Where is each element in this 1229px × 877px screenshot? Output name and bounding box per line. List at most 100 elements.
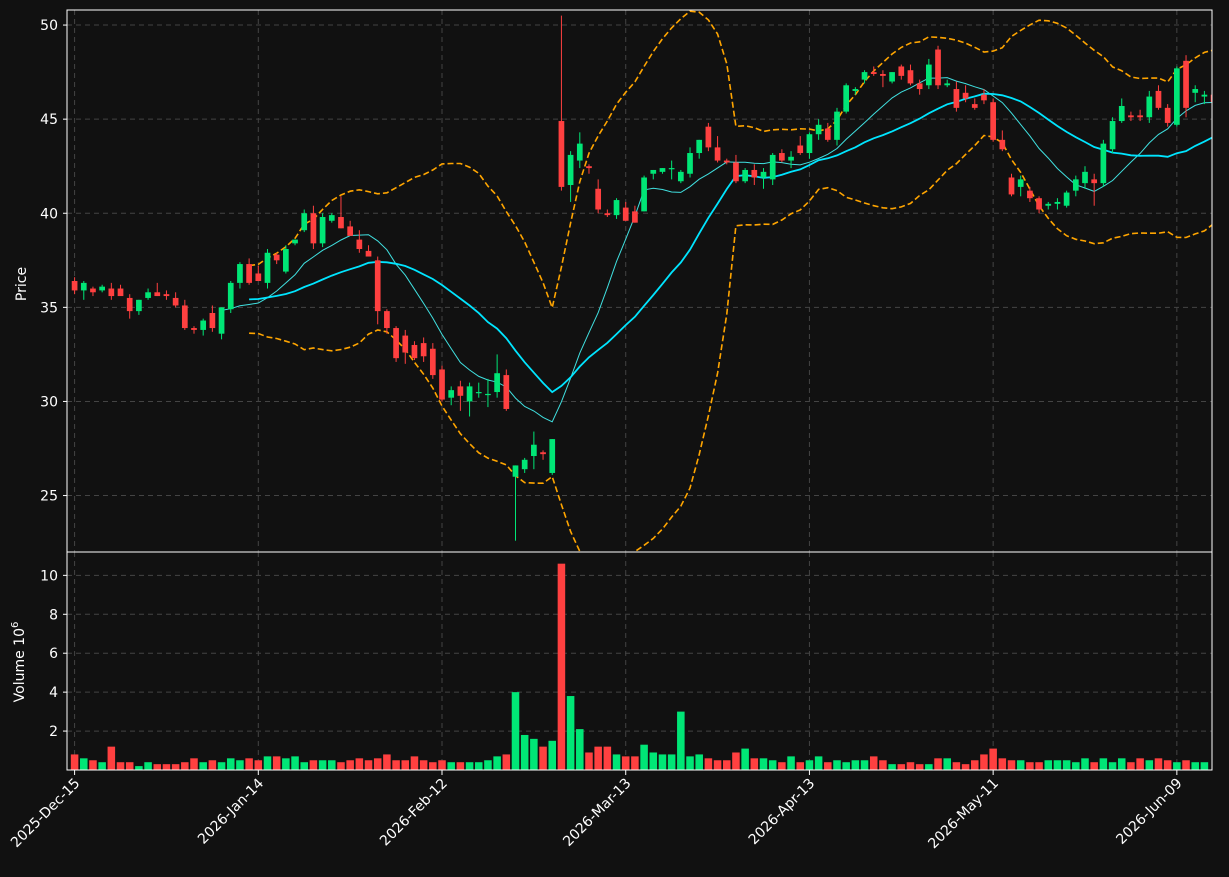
- candle-up: [1100, 143, 1107, 184]
- candle-down: [126, 297, 133, 312]
- candle-down: [191, 328, 197, 330]
- candle-up: [687, 153, 693, 174]
- volume-bar: [309, 760, 318, 770]
- candle-up: [494, 373, 500, 393]
- volume-bar: [282, 758, 290, 770]
- candle-down: [1210, 94, 1212, 103]
- volume-bar: [741, 748, 749, 770]
- volume-bar: [530, 738, 538, 770]
- candle-up: [319, 217, 326, 244]
- volume-bar: [961, 764, 970, 770]
- candle-up: [944, 83, 951, 86]
- volume-bar: [631, 756, 639, 770]
- volume-bar: [70, 754, 79, 770]
- volume-bar: [695, 754, 703, 770]
- volume-bars: [70, 563, 1209, 770]
- candle-down: [172, 297, 179, 306]
- candle-down: [723, 160, 730, 163]
- candle-down: [907, 70, 914, 84]
- volume-bar: [1016, 760, 1025, 770]
- lower-band-line: [249, 134, 1212, 552]
- volume-tick-label: 10: [40, 568, 58, 584]
- candle-up: [659, 168, 666, 172]
- candle-down: [154, 292, 161, 297]
- candle-down: [163, 294, 170, 297]
- candle-down: [898, 66, 905, 76]
- volume-bar: [879, 760, 887, 770]
- candle-down: [916, 83, 923, 90]
- volume-bar: [934, 758, 942, 770]
- candle-up: [448, 390, 455, 398]
- volume-bar: [805, 760, 814, 770]
- candle-down: [595, 188, 602, 210]
- candle-up: [283, 249, 289, 272]
- volume-bar: [824, 762, 832, 770]
- volume-bar: [190, 758, 198, 770]
- candle-up: [843, 85, 850, 112]
- volume-bar: [906, 762, 915, 770]
- volume-bar: [1191, 762, 1199, 770]
- volume-bar: [897, 764, 906, 770]
- volume-bar: [300, 762, 308, 770]
- price-tick-label: 50: [40, 18, 58, 34]
- volume-bar: [328, 760, 336, 770]
- candle-down: [402, 335, 409, 353]
- volume-bar: [621, 756, 630, 770]
- candle-up: [1082, 171, 1088, 184]
- volume-bar: [1173, 762, 1181, 770]
- price-axis-label: Price: [14, 267, 30, 301]
- candle-up: [889, 72, 895, 82]
- candle-up: [80, 282, 87, 291]
- candle-down: [632, 211, 638, 223]
- volume-bar: [998, 758, 1007, 770]
- volume-axis-exponent: 6: [10, 622, 21, 628]
- volume-bar: [869, 756, 878, 770]
- volume-bar: [318, 760, 327, 770]
- volume-bar: [1062, 760, 1071, 770]
- volume-bar: [410, 756, 419, 770]
- candle-down: [71, 281, 78, 291]
- volume-bar: [1200, 762, 1209, 770]
- volume-bar: [768, 760, 777, 770]
- volume-bar: [704, 758, 713, 770]
- volume-bar: [401, 760, 410, 770]
- candle-down: [1128, 115, 1134, 118]
- candle-up: [1146, 96, 1153, 118]
- volume-bar: [263, 756, 272, 770]
- volume-bar: [943, 758, 951, 770]
- volume-bar: [245, 758, 253, 770]
- candle-up: [531, 444, 537, 457]
- candle-up: [1109, 121, 1116, 150]
- candle-up: [292, 239, 298, 244]
- candle-up: [668, 168, 675, 170]
- candle-down: [117, 288, 124, 297]
- volume-bar: [566, 696, 575, 770]
- candle-up: [227, 282, 234, 310]
- volume-bar: [1154, 758, 1163, 770]
- volume-bar: [162, 764, 171, 770]
- candle-down: [797, 145, 804, 154]
- candle-down: [1008, 177, 1015, 195]
- volume-bar: [971, 760, 979, 770]
- candle-up: [1174, 68, 1180, 125]
- volume-bar: [814, 756, 823, 770]
- volume-bar: [1182, 760, 1190, 770]
- date-tick-label: 2025-Dec-15: [8, 776, 83, 851]
- volume-tick-label: 2: [49, 724, 58, 740]
- candle-up: [99, 286, 105, 291]
- candle-down: [824, 128, 831, 140]
- candle-up: [567, 154, 574, 186]
- candle-down: [503, 375, 510, 409]
- candle-up: [521, 459, 528, 470]
- candle-up: [742, 169, 748, 182]
- candle-down: [310, 213, 317, 244]
- volume-bar: [732, 752, 740, 770]
- candle-down: [1091, 179, 1098, 184]
- candle-down: [558, 121, 565, 187]
- candle-down: [935, 49, 941, 86]
- candle-up: [677, 171, 684, 182]
- candle-down: [622, 207, 629, 221]
- candle-down: [953, 89, 960, 108]
- volume-bar: [557, 563, 566, 770]
